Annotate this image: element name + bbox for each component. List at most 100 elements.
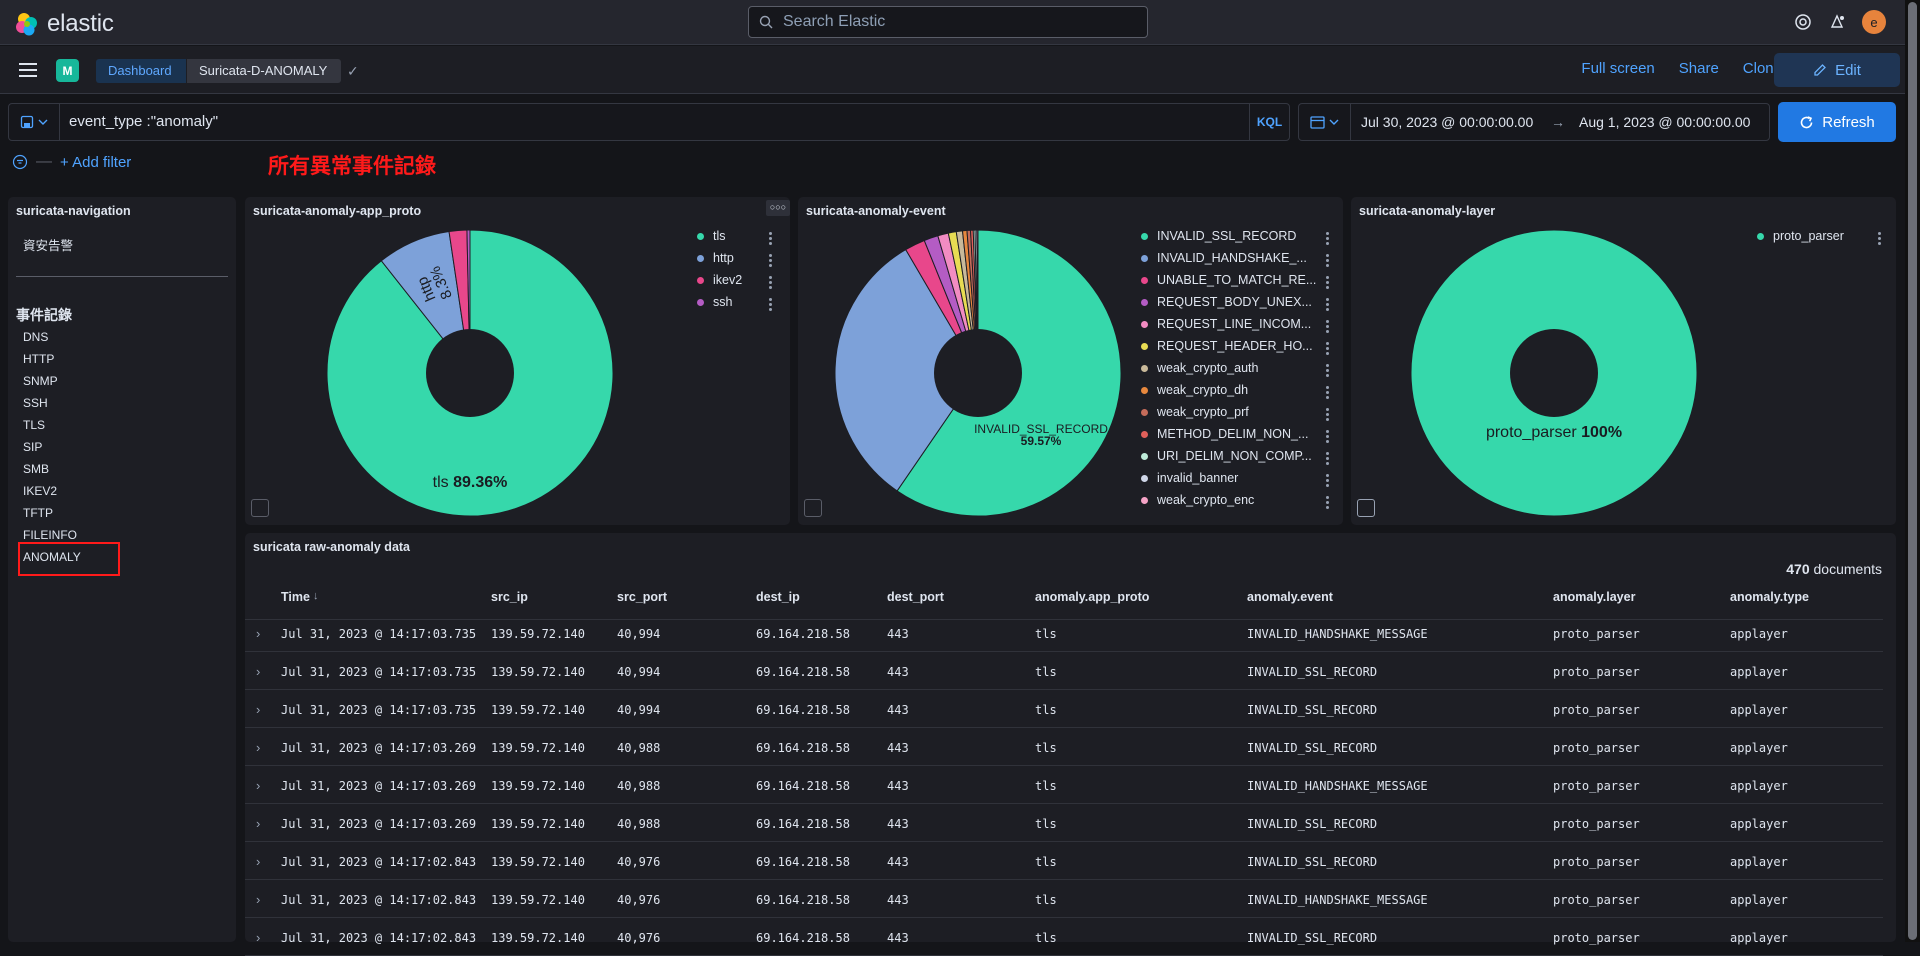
global-search-input[interactable]: Search Elastic <box>748 6 1148 38</box>
quick-date-menu[interactable] <box>1299 104 1351 140</box>
pie-slice-invalid_handshake_...[interactable] <box>834 248 979 492</box>
legend-options-icon[interactable] <box>1326 320 1330 333</box>
nav-item-ssh[interactable]: SSH <box>23 396 48 410</box>
legend-options-icon[interactable] <box>1326 232 1330 245</box>
nav-item-tls[interactable]: TLS <box>23 418 46 432</box>
column-header-anomaly-app-proto[interactable]: anomaly.app_proto <box>1035 590 1150 604</box>
column-header-src-ip[interactable]: src_ip <box>491 590 528 604</box>
expand-row-icon[interactable]: › <box>256 626 261 641</box>
legend-options-icon[interactable] <box>1326 298 1330 311</box>
full-screen-link[interactable]: Full screen <box>1581 60 1655 77</box>
legend-item[interactable]: http <box>697 251 734 265</box>
table-row[interactable]: › Jul 31, 2023 @ 14:17:03.269 139.59.72.14… <box>245 804 1883 842</box>
legend-item[interactable]: REQUEST_BODY_UNEX... <box>1141 295 1312 309</box>
legend-options-icon[interactable] <box>1326 474 1330 487</box>
column-header-anomaly-layer[interactable]: anomaly.layer <box>1553 590 1636 604</box>
legend-item[interactable]: REQUEST_LINE_INCOM... <box>1141 317 1311 331</box>
legend-options-icon[interactable] <box>1326 452 1330 465</box>
legend-options-icon[interactable] <box>1326 364 1330 377</box>
table-row[interactable]: › Jul 31, 2023 @ 14:17:03.735 139.59.72.14… <box>245 614 1883 652</box>
legend-options-icon[interactable] <box>1326 254 1330 267</box>
expand-row-icon[interactable]: › <box>256 740 261 755</box>
table-row[interactable]: › Jul 31, 2023 @ 14:17:02.843 139.59.72.14… <box>245 880 1883 918</box>
legend-options-icon[interactable] <box>769 254 773 267</box>
legend-toggle-icon[interactable] <box>1357 499 1375 517</box>
refresh-button[interactable]: Refresh <box>1778 102 1896 142</box>
column-header-time[interactable]: Time <box>281 590 310 604</box>
legend-options-icon[interactable] <box>1326 496 1330 509</box>
date-end[interactable]: Aug 1, 2023 @ 00:00:00.00 <box>1579 114 1751 130</box>
table-row[interactable]: › Jul 31, 2023 @ 14:17:03.735 139.59.72.14… <box>245 690 1883 728</box>
legend-item[interactable]: ikev2 <box>697 273 742 287</box>
kql-toggle[interactable]: KQL <box>1249 104 1289 140</box>
expand-row-icon[interactable]: › <box>256 702 261 717</box>
nav-item-anomaly[interactable]: ANOMALY <box>23 550 81 564</box>
legend-item[interactable]: proto_parser <box>1757 229 1844 243</box>
clone-link[interactable]: Clone <box>1742 60 1782 77</box>
nav-item-fileinfo[interactable]: FILEINFO <box>23 528 78 542</box>
column-header-dest-port[interactable]: dest_port <box>887 590 944 604</box>
table-row[interactable]: › Jul 31, 2023 @ 14:17:03.735 139.59.72.14… <box>245 652 1883 690</box>
panel-options-icon[interactable]: ○○○ <box>766 200 790 216</box>
legend-item[interactable]: invalid_banner <box>1141 471 1238 485</box>
legend-options-icon[interactable] <box>769 276 773 289</box>
legend-item[interactable]: INVALID_HANDSHAKE_... <box>1141 251 1307 265</box>
legend-toggle-icon[interactable] <box>804 499 822 517</box>
help-icon[interactable] <box>1794 13 1812 31</box>
legend-options-icon[interactable] <box>1326 276 1330 289</box>
share-link[interactable]: Share <box>1678 60 1719 77</box>
expand-row-icon[interactable]: › <box>256 892 261 907</box>
legend-item[interactable]: ssh <box>697 295 732 309</box>
user-avatar[interactable]: e <box>1862 10 1886 34</box>
legend-options-icon[interactable] <box>1326 408 1330 421</box>
legend-item[interactable]: REQUEST_HEADER_HO... <box>1141 339 1313 353</box>
space-badge[interactable]: M <box>56 59 79 82</box>
legend-item[interactable]: weak_crypto_enc <box>1141 493 1254 507</box>
table-row[interactable]: › Jul 31, 2023 @ 14:17:02.843 139.59.72.14… <box>245 918 1883 956</box>
legend-item[interactable]: URI_DELIM_NON_COMP... <box>1141 449 1312 463</box>
table-row[interactable]: › Jul 31, 2023 @ 14:17:03.269 139.59.72.14… <box>245 728 1883 766</box>
elastic-logo[interactable]: elastic <box>14 10 114 38</box>
legend-toggle-icon[interactable] <box>251 499 269 517</box>
nav-item-dns[interactable]: DNS <box>23 330 49 344</box>
nav-item-snmp[interactable]: SNMP <box>23 374 58 388</box>
expand-row-icon[interactable]: › <box>256 664 261 679</box>
legend-item[interactable]: UNABLE_TO_MATCH_RE... <box>1141 273 1316 287</box>
add-filter-link[interactable]: + Add filter <box>60 153 132 171</box>
nav-item-http[interactable]: HTTP <box>23 352 55 366</box>
filter-icon[interactable] <box>12 154 28 170</box>
check-icon[interactable]: ✓ <box>347 63 359 79</box>
expand-row-icon[interactable]: › <box>256 854 261 869</box>
alert-link[interactable]: 資安告警 <box>23 239 74 253</box>
expand-row-icon[interactable]: › <box>256 778 261 793</box>
newsfeed-icon[interactable] <box>1828 13 1846 31</box>
column-header-dest-ip[interactable]: dest_ip <box>756 590 800 604</box>
legend-item[interactable]: INVALID_SSL_RECORD <box>1141 229 1296 243</box>
page-scrollbar[interactable] <box>1908 2 1917 940</box>
legend-options-icon[interactable] <box>1326 386 1330 399</box>
legend-item[interactable]: weak_crypto_prf <box>1141 405 1249 419</box>
date-start[interactable]: Jul 30, 2023 @ 00:00:00.00 <box>1361 114 1534 130</box>
table-row[interactable]: › Jul 31, 2023 @ 14:17:02.843 139.59.72.14… <box>245 842 1883 880</box>
legend-options-icon[interactable] <box>1326 430 1330 443</box>
legend-options-icon[interactable] <box>1326 342 1330 355</box>
nav-item-sip[interactable]: SIP <box>23 440 43 454</box>
column-header-anomaly-event[interactable]: anomaly.event <box>1247 590 1333 604</box>
legend-options-icon[interactable] <box>769 232 773 245</box>
legend-item[interactable]: tls <box>697 229 726 243</box>
breadcrumb-dashboard[interactable]: Dashboard <box>96 59 186 83</box>
hamburger-menu-icon[interactable] <box>19 63 37 77</box>
sort-arrow-icon[interactable]: ↓ <box>313 590 319 602</box>
nav-item-ikev2[interactable]: IKEV2 <box>23 484 58 498</box>
nav-item-tftp[interactable]: TFTP <box>23 506 53 520</box>
expand-row-icon[interactable]: › <box>256 816 261 831</box>
column-header-src-port[interactable]: src_port <box>617 590 668 604</box>
legend-options-icon[interactable] <box>769 298 773 311</box>
legend-options-icon[interactable] <box>1878 232 1882 245</box>
table-row[interactable]: › Jul 31, 2023 @ 14:17:03.269 139.59.72.14… <box>245 766 1883 804</box>
legend-item[interactable]: weak_crypto_dh <box>1141 383 1248 397</box>
column-header-anomaly-type[interactable]: anomaly.type <box>1730 590 1809 604</box>
edit-button[interactable]: Edit <box>1774 53 1900 87</box>
legend-item[interactable]: weak_crypto_auth <box>1141 361 1258 375</box>
expand-row-icon[interactable]: › <box>256 930 261 945</box>
